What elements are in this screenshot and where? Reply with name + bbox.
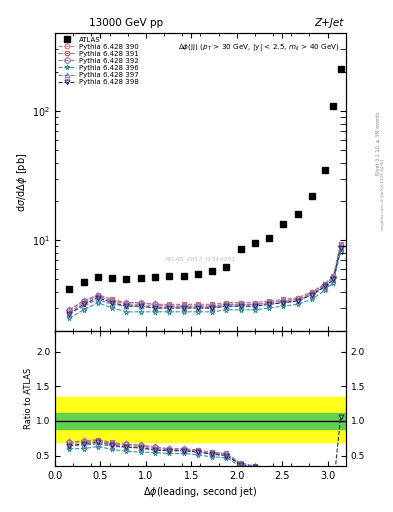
Text: Rivet 3.1.10, ≥ 3M events: Rivet 3.1.10, ≥ 3M events <box>376 112 380 175</box>
ATLAS <box>310 193 314 199</box>
Y-axis label: Ratio to ATLAS: Ratio to ATLAS <box>24 368 33 429</box>
ATLAS <box>181 273 186 279</box>
Text: 13000 GeV pp: 13000 GeV pp <box>89 17 163 28</box>
Y-axis label: d$\sigma$/d$\Delta\phi$ [pb]: d$\sigma$/d$\Delta\phi$ [pb] <box>15 153 29 211</box>
ATLAS <box>152 274 157 280</box>
Text: ATLAS_2017_I1514251: ATLAS_2017_I1514251 <box>165 257 236 262</box>
Text: Z+Jet: Z+Jet <box>314 17 344 28</box>
X-axis label: $\Delta\phi$(leading, second jet): $\Delta\phi$(leading, second jet) <box>143 485 258 499</box>
ATLAS <box>210 268 215 274</box>
ATLAS <box>295 211 300 217</box>
ATLAS <box>138 275 143 281</box>
ATLAS <box>238 246 243 252</box>
Legend: ATLAS, Pythia 6.428 390, Pythia 6.428 391, Pythia 6.428 392, Pythia 6.428 396, P: ATLAS, Pythia 6.428 390, Pythia 6.428 39… <box>57 35 140 87</box>
Text: mcplots.cern.ch [arXiv:1306.3436]: mcplots.cern.ch [arXiv:1306.3436] <box>381 159 385 230</box>
ATLAS <box>224 264 229 270</box>
ATLAS <box>195 271 200 277</box>
Text: $\Delta\phi$(jj) ($p_T$ > 30 GeV, |y| < 2.5, $m_{ll}$ > 40 GeV): $\Delta\phi$(jj) ($p_T$ > 30 GeV, |y| < … <box>178 42 340 53</box>
ATLAS <box>81 279 86 285</box>
ATLAS <box>124 276 129 282</box>
ATLAS <box>95 274 100 280</box>
ATLAS <box>281 221 286 227</box>
ATLAS <box>338 67 343 73</box>
ATLAS <box>167 273 171 279</box>
ATLAS <box>322 167 327 173</box>
ATLAS <box>67 286 72 292</box>
ATLAS <box>253 240 257 246</box>
ATLAS <box>267 234 272 241</box>
ATLAS <box>110 275 114 281</box>
Line: ATLAS: ATLAS <box>66 67 344 292</box>
ATLAS <box>331 103 336 109</box>
